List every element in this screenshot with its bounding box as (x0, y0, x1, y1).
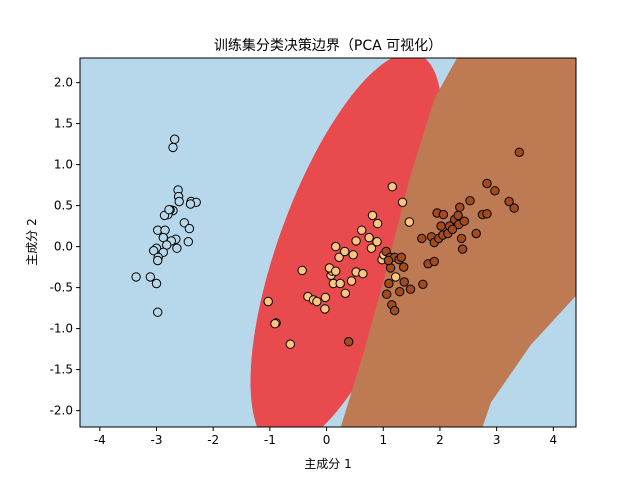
data-point-class-0 (170, 134, 180, 144)
y-tick-label: -1.5 (50, 363, 73, 377)
data-point-class-2 (389, 305, 400, 316)
data-point-class-1 (366, 243, 377, 253)
data-point-class-2 (344, 337, 354, 347)
data-point-class-0 (145, 272, 156, 282)
y-tick-label: 2.0 (54, 76, 73, 90)
data-point-class-1 (404, 217, 414, 227)
data-point-class-2 (405, 284, 416, 294)
y-axis-label: 主成分 2 (25, 218, 39, 265)
data-point-class-1 (397, 197, 408, 208)
x-axis: -4 -3 -2 -1 0 1 2 3 4 (94, 427, 557, 447)
data-point-class-0 (153, 255, 163, 266)
x-tick-label: -2 (207, 433, 219, 447)
x-tick-label: -4 (94, 433, 106, 447)
data-point-class-1 (335, 278, 345, 289)
data-point-class-2 (384, 278, 394, 289)
x-tick-label: 1 (379, 433, 387, 447)
data-point-class-2 (383, 255, 394, 266)
data-point-class-2 (396, 252, 407, 262)
data-point-class-0 (183, 237, 194, 247)
y-tick-label: -0.5 (50, 281, 73, 295)
data-point-class-2 (514, 147, 524, 158)
data-point-class-1 (387, 182, 397, 192)
data-point-class-2 (509, 203, 519, 213)
y-tick-label: 0.0 (54, 240, 73, 254)
data-point-class-2 (447, 224, 458, 235)
data-point-class-1 (372, 237, 382, 247)
data-point-class-2 (482, 209, 492, 219)
data-point-class-0 (131, 272, 141, 282)
data-point-class-2 (429, 256, 439, 267)
y-tick-label: -2.0 (50, 404, 73, 418)
y-tick-label: 1.5 (54, 117, 73, 131)
data-point-class-1 (320, 304, 330, 314)
data-point-class-1 (391, 272, 401, 282)
data-point-class-2 (455, 202, 465, 212)
data-point-class-1 (334, 252, 344, 262)
data-point-class-1 (340, 246, 350, 257)
y-tick-label: -1.0 (50, 322, 73, 336)
data-point-class-2 (395, 287, 405, 297)
data-point-class-0 (151, 278, 162, 289)
data-point-class-1 (285, 339, 295, 349)
data-point-class-1 (331, 266, 341, 276)
data-point-class-1 (320, 292, 331, 303)
data-point-class-1 (297, 265, 307, 276)
data-point-class-1 (357, 225, 367, 235)
data-point-class-2 (465, 196, 475, 206)
data-point-class-2 (399, 277, 409, 287)
data-point-class-1 (312, 296, 322, 307)
data-point-class-2 (504, 196, 514, 207)
data-point-class-1 (348, 250, 358, 260)
data-point-class-0 (179, 218, 190, 228)
y-tick-label: 0.5 (54, 199, 73, 213)
data-point-class-0 (168, 142, 178, 153)
data-point-class-1 (364, 232, 374, 243)
data-point-class-2 (399, 262, 409, 272)
data-point-class-1 (367, 210, 378, 221)
data-point-class-2 (459, 216, 469, 226)
y-tick-label: 1.0 (54, 158, 73, 172)
data-point-class-1 (331, 241, 341, 252)
data-point-class-2 (457, 244, 468, 254)
data-point-class-1 (270, 319, 280, 329)
data-point-class-1 (346, 276, 357, 286)
x-tick-label: -3 (151, 433, 163, 447)
y-axis: -2.0 -1.5 -1.0 -0.5 0.0 0.5 1.0 1.5 2.0 (50, 76, 80, 418)
x-axis-label: 主成分 1 (304, 457, 351, 471)
data-point-class-0 (184, 223, 195, 234)
data-point-class-0 (174, 196, 184, 207)
x-tick-label: 2 (436, 433, 444, 447)
data-point-class-1 (340, 288, 350, 298)
data-point-class-2 (436, 221, 446, 231)
data-point-class-1 (263, 296, 273, 307)
x-tick-label: -1 (264, 433, 276, 447)
x-tick-label: 4 (550, 433, 558, 447)
data-point-class-0 (149, 246, 159, 256)
data-point-class-2 (490, 186, 500, 196)
data-point-class-0 (153, 307, 163, 317)
data-point-class-2 (418, 279, 428, 289)
chart-title: 训练集分类决策边界（PCA 可视化） (214, 37, 442, 54)
data-point-class-2 (417, 233, 427, 244)
points-layer (131, 134, 524, 349)
data-point-class-0 (172, 243, 182, 253)
data-point-class-2 (438, 209, 449, 220)
data-point-class-2 (456, 233, 467, 244)
data-point-class-1 (351, 236, 361, 246)
data-point-class-2 (471, 228, 481, 239)
data-point-class-1 (372, 218, 383, 229)
data-point-class-2 (482, 178, 492, 189)
data-point-class-0 (185, 199, 196, 209)
x-tick-label: 0 (323, 433, 331, 447)
plot-frame (79, 57, 577, 428)
data-point-class-0 (164, 205, 174, 215)
x-tick-label: 3 (493, 433, 501, 447)
data-point-class-1 (358, 269, 368, 279)
data-point-class-2 (382, 289, 392, 299)
data-point-class-2 (453, 210, 463, 221)
